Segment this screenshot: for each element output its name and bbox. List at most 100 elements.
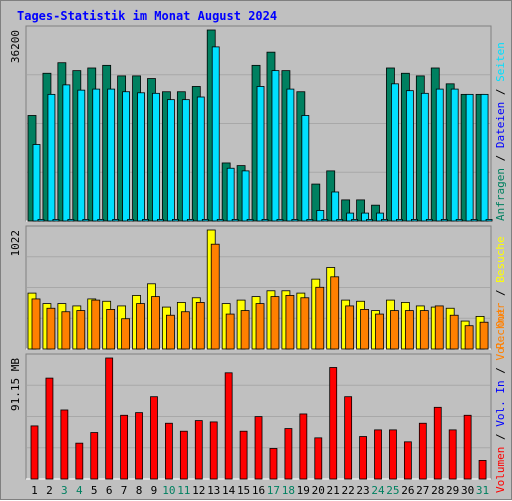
bar-volumen-24 [374, 429, 382, 480]
bar-volumen-19 [299, 413, 308, 480]
x-tick-label-4: 4 [76, 484, 83, 497]
bar-volumen-18 [284, 428, 293, 480]
bar-volumen-23 [359, 436, 367, 480]
bar-rechner-3 [61, 311, 71, 350]
right-legend-middle-part-1: / [494, 283, 507, 303]
bar-rechner-13 [210, 243, 220, 350]
bar-volumen-14 [224, 372, 233, 480]
bar-dateien-15 [241, 170, 250, 222]
bar-rechner-11 [180, 311, 190, 350]
right-legend-bottom-part-3: / [494, 361, 507, 381]
bar-volumen-16 [254, 416, 263, 480]
bar-rechner-27 [419, 310, 429, 350]
bar-seiten-16 [261, 219, 269, 222]
bar-rechner-26 [404, 310, 414, 350]
bar-volumen-3 [60, 409, 69, 480]
right-legend-middle: Rechner / Besuche [494, 236, 507, 349]
x-tick-label-24: 24 [371, 484, 385, 497]
bar-rechner-30 [464, 325, 474, 350]
x-tick-label-14: 14 [222, 484, 236, 497]
bar-dateien-11 [181, 99, 190, 222]
bar-dateien-3 [62, 84, 71, 222]
bar-seiten-2 [52, 219, 60, 222]
bar-seiten-24 [381, 219, 388, 222]
panel-middle: 1022 [9, 225, 492, 350]
bar-rechner-25 [390, 310, 399, 350]
bar-seiten-17 [276, 219, 284, 222]
bar-volumen-2 [45, 377, 54, 480]
bar-seiten-14 [231, 219, 239, 222]
x-tick-label-8: 8 [136, 484, 143, 497]
x-tick-label-26: 26 [401, 484, 414, 497]
bar-rechner-17 [270, 296, 280, 350]
bar-rechner-20 [315, 286, 325, 350]
bar-rechner-6 [106, 309, 116, 350]
bar-anfragen-23 [356, 199, 365, 222]
bar-volumen-30 [463, 414, 472, 480]
bar-volumen-13 [209, 421, 218, 480]
bar-dateien-2 [47, 93, 56, 222]
x-tick-label-27: 27 [416, 484, 429, 497]
chart-panels: 36200 1022 91.15 MB [9, 25, 493, 480]
right-legend-middle-part-0: Rechner [494, 302, 507, 349]
bar-volumen-4 [75, 442, 84, 480]
bar-rechner-16 [255, 303, 265, 350]
bar-rechner-22 [345, 305, 355, 350]
bar-volumen-1 [30, 425, 39, 480]
x-tick-label-13: 13 [207, 484, 220, 497]
bar-rechner-18 [285, 295, 295, 350]
x-tick-label-9: 9 [151, 484, 158, 497]
bar-seiten-20 [321, 219, 329, 222]
bar-seiten-15 [246, 219, 254, 222]
bar-volumen-9 [150, 396, 158, 480]
right-legend-bottom-part-4: Vol. Out [494, 308, 507, 361]
bar-seiten-29 [455, 219, 463, 222]
x-tick-label-15: 15 [237, 484, 250, 497]
bar-volumen-25 [389, 429, 397, 480]
bar-dateien-6 [107, 88, 116, 222]
bar-rechner-31 [479, 321, 489, 350]
bar-seiten-4 [82, 219, 90, 222]
x-tick-label-22: 22 [341, 484, 354, 497]
bar-dateien-28 [435, 88, 444, 222]
bar-dateien-19 [301, 115, 310, 222]
x-tick-label-7: 7 [121, 484, 128, 497]
bar-seiten-10 [172, 219, 179, 222]
bar-dateien-23 [361, 212, 369, 222]
bar-anfragen-22 [341, 199, 351, 222]
bar-rechner-10 [166, 314, 175, 350]
bar-volumen-28 [433, 406, 442, 480]
bar-rechner-1 [31, 298, 41, 350]
x-tick-label-28: 28 [431, 484, 444, 497]
right-legend-top-part-0: Anfragen [494, 168, 507, 221]
x-tick-label-3: 3 [61, 484, 68, 497]
bar-volumen-10 [165, 422, 173, 480]
right-legend-top-part-4: Seiten [494, 42, 507, 82]
x-tick-label-12: 12 [192, 484, 205, 497]
panel-bottom-ymax-label: 91.15 MB [9, 358, 22, 411]
bar-seiten-22 [351, 219, 359, 222]
bar-seiten-1 [37, 219, 45, 222]
bar-dateien-24 [376, 212, 384, 222]
bar-seiten-27 [425, 219, 433, 222]
x-tick-label-2: 2 [46, 484, 53, 497]
bar-rechner-21 [330, 276, 340, 350]
panel-top: 36200 [9, 25, 493, 222]
bar-volumen-20 [314, 437, 323, 480]
bar-anfragen-20 [311, 183, 321, 222]
bar-volumen-7 [120, 414, 129, 480]
x-tick-label-25: 25 [386, 484, 399, 497]
bar-seiten-13 [216, 219, 224, 222]
series-seiten [37, 219, 493, 222]
right-legend-top: Anfragen / Dateien / Seiten [494, 42, 507, 221]
bar-seiten-8 [142, 219, 149, 222]
bar-rechner-8 [136, 303, 145, 350]
bar-dateien-26 [405, 90, 414, 222]
bar-volumen-15 [239, 430, 248, 480]
bar-volumen-8 [135, 412, 143, 480]
bar-seiten-21 [336, 219, 344, 222]
bar-rechner-12 [195, 302, 205, 350]
bar-volumen-17 [269, 448, 278, 480]
